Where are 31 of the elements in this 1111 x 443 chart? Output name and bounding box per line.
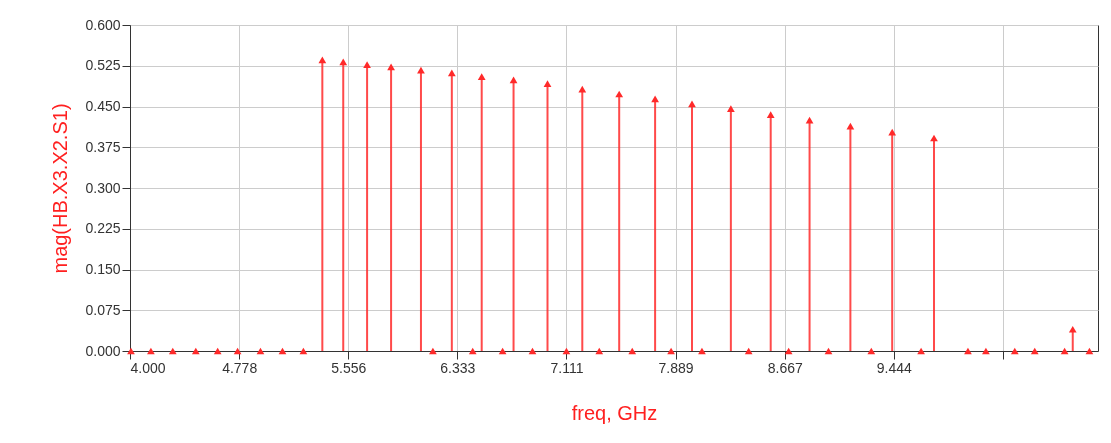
x-tick-label: 8.667 xyxy=(767,359,803,376)
x-tick-label: 9.444 xyxy=(876,359,912,376)
y-tick-label: 0.525 xyxy=(85,57,121,74)
y-tick-label: 0.150 xyxy=(85,261,121,277)
y-tick-label: 0.600 xyxy=(85,16,121,33)
x-tick-label: 6.333 xyxy=(440,359,476,376)
point xyxy=(766,111,775,118)
point xyxy=(1068,325,1077,333)
x-axis-title: freq, GHz xyxy=(571,401,658,424)
x-tick-label: 5.556 xyxy=(331,359,367,376)
point xyxy=(318,56,327,64)
y-tick-label: 0.300 xyxy=(85,179,121,196)
point xyxy=(387,63,395,71)
point xyxy=(688,100,696,108)
y-tick-label: 0.000 xyxy=(85,342,121,359)
point xyxy=(447,69,456,77)
y-tick-label: 0.075 xyxy=(85,301,121,318)
point xyxy=(363,61,371,69)
y-axis-title: mag(HB.X3.X2.S1) xyxy=(49,103,72,274)
point xyxy=(477,73,486,80)
y-tick-label: 0.375 xyxy=(85,138,121,155)
x-tick-label: 7.111 xyxy=(550,359,584,376)
x-tick-label: 4.778 xyxy=(222,359,258,376)
x-tick-label: 7.889 xyxy=(658,359,694,376)
x-tick-label: 4.000 xyxy=(130,359,166,376)
point xyxy=(543,80,552,88)
y-tick-label: 0.225 xyxy=(85,220,121,237)
point xyxy=(726,105,735,113)
y-tick-label: 0.450 xyxy=(85,98,121,114)
point xyxy=(651,95,659,103)
point xyxy=(509,76,518,84)
